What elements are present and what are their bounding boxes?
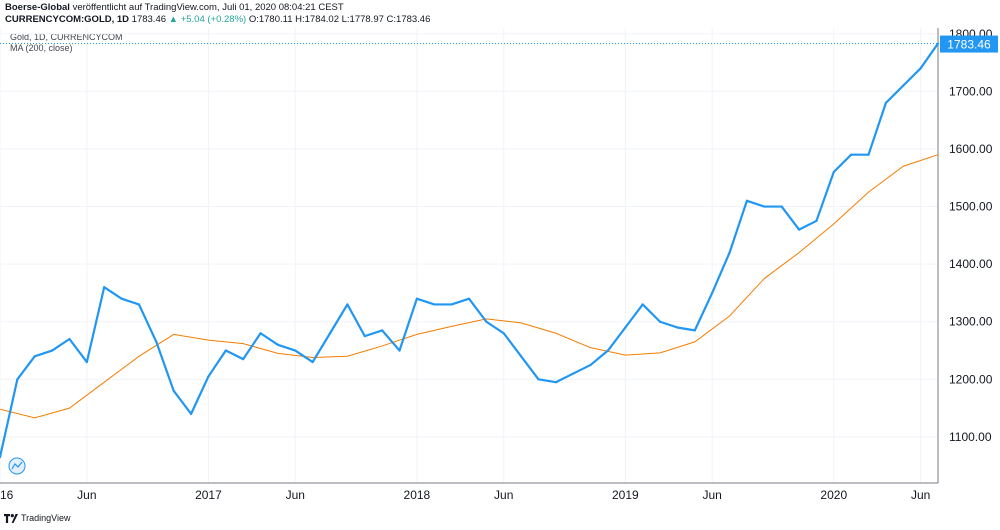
chart-legend: Gold, 1D, CURRENCYCOM MA (200, close) — [10, 32, 123, 54]
price-point — [294, 349, 297, 352]
y-tick-label: 1100.00 — [949, 430, 992, 444]
price-point — [137, 303, 141, 306]
price-point — [450, 303, 453, 306]
price-point — [467, 297, 471, 300]
price-point — [936, 42, 940, 45]
x-tick-label: Jun — [286, 488, 305, 502]
symbol-label: CURRENCYCOM:GOLD, 1D — [5, 14, 130, 25]
ma-legend: MA (200, close) — [10, 43, 73, 53]
ma-line — [0, 154, 939, 419]
x-tick-label: Jun — [911, 488, 930, 502]
price-point — [780, 205, 783, 208]
price-point — [572, 372, 575, 375]
price-point — [172, 389, 175, 392]
x-tick-label: 2019 — [612, 488, 639, 502]
last-price: 1783.46 — [131, 14, 167, 25]
x-tick-label: Jun — [494, 488, 513, 502]
y-tick-label: 1200.00 — [949, 372, 993, 386]
price-point — [68, 337, 71, 341]
price-point — [641, 303, 644, 306]
price-point — [867, 153, 870, 156]
price-point — [919, 67, 922, 70]
x-tick-label: 2016 — [0, 488, 14, 502]
high-value: H:1784.02 — [295, 14, 339, 25]
series-legend: Gold, 1D, CURRENCYCOM — [10, 32, 123, 42]
price-point — [33, 355, 36, 358]
price-point — [189, 412, 193, 415]
price-point — [363, 335, 366, 338]
price-point — [763, 205, 766, 208]
price-point — [398, 349, 401, 352]
footer-brand: TradingView — [4, 513, 71, 523]
price-point — [155, 340, 158, 343]
x-tick-label: 2020 — [820, 488, 847, 502]
low-value: L:1778.97 — [341, 14, 384, 25]
price-point — [381, 329, 384, 332]
price-point — [728, 251, 731, 254]
gold-price-line — [0, 42, 939, 458]
price-point — [884, 101, 887, 104]
publisher-name: Boerse-Global — [5, 2, 70, 13]
ohlc-line: CURRENCYCOM:GOLD, 1D 1783.46 ▲ +5.04 (+0… — [5, 14, 430, 26]
price-point — [693, 329, 696, 332]
price-point — [589, 363, 592, 367]
price-point — [85, 360, 88, 364]
price-point — [902, 84, 905, 87]
price-point — [328, 332, 332, 335]
price-point — [433, 303, 436, 306]
price-point — [537, 378, 540, 381]
price-point — [242, 358, 245, 361]
tradingview-logo-icon — [4, 513, 18, 523]
price-badge — [940, 35, 998, 53]
price-point — [502, 332, 505, 335]
price-point — [103, 286, 106, 289]
price-point — [51, 349, 54, 352]
open-value: O:1780.11 — [248, 14, 293, 25]
price-point — [0, 455, 2, 459]
x-tick-label: Jun — [77, 488, 96, 502]
change-value: ▲ +5.04 (+0.28%) — [168, 14, 247, 25]
price-point — [259, 332, 262, 335]
price-point — [797, 228, 801, 231]
price-point — [606, 349, 610, 352]
price-point — [207, 375, 210, 378]
price-point — [485, 320, 488, 323]
price-point — [415, 297, 418, 300]
watermark-chart-icon — [11, 461, 23, 470]
price-badge-label: 1783.46 — [947, 38, 991, 52]
publish-line: Boerse-Global veröffentlicht auf Trading… — [5, 2, 430, 14]
price-point — [276, 343, 280, 346]
price-point — [624, 326, 627, 329]
price-point — [554, 381, 557, 384]
x-tick-label: Jun — [703, 488, 722, 502]
price-point — [832, 170, 835, 174]
price-point — [346, 303, 349, 306]
price-point — [520, 355, 523, 358]
price-point — [711, 291, 714, 295]
brand-name: TradingView — [21, 513, 71, 523]
price-point — [16, 378, 19, 381]
y-tick-label: 1500.00 — [949, 200, 993, 214]
x-tick-label: 2017 — [195, 488, 222, 502]
price-point — [676, 326, 679, 329]
y-tick-label: 1400.00 — [949, 257, 993, 271]
price-point — [815, 219, 818, 223]
price-point — [224, 349, 227, 352]
x-tick-label: 2018 — [404, 488, 431, 502]
published-text: veröffentlicht auf TradingView.com, Juli… — [72, 2, 344, 13]
chart-header: Boerse-Global veröffentlicht auf Trading… — [5, 2, 430, 26]
price-point — [850, 153, 853, 156]
y-tick-label: 1600.00 — [949, 142, 993, 156]
price-point — [120, 297, 123, 300]
y-tick-label: 1700.00 — [949, 84, 993, 98]
price-point — [658, 320, 662, 323]
price-point — [745, 199, 749, 202]
close-value: C:1783.46 — [386, 14, 431, 25]
y-tick-label: 1300.00 — [949, 315, 993, 329]
price-point — [311, 360, 314, 364]
